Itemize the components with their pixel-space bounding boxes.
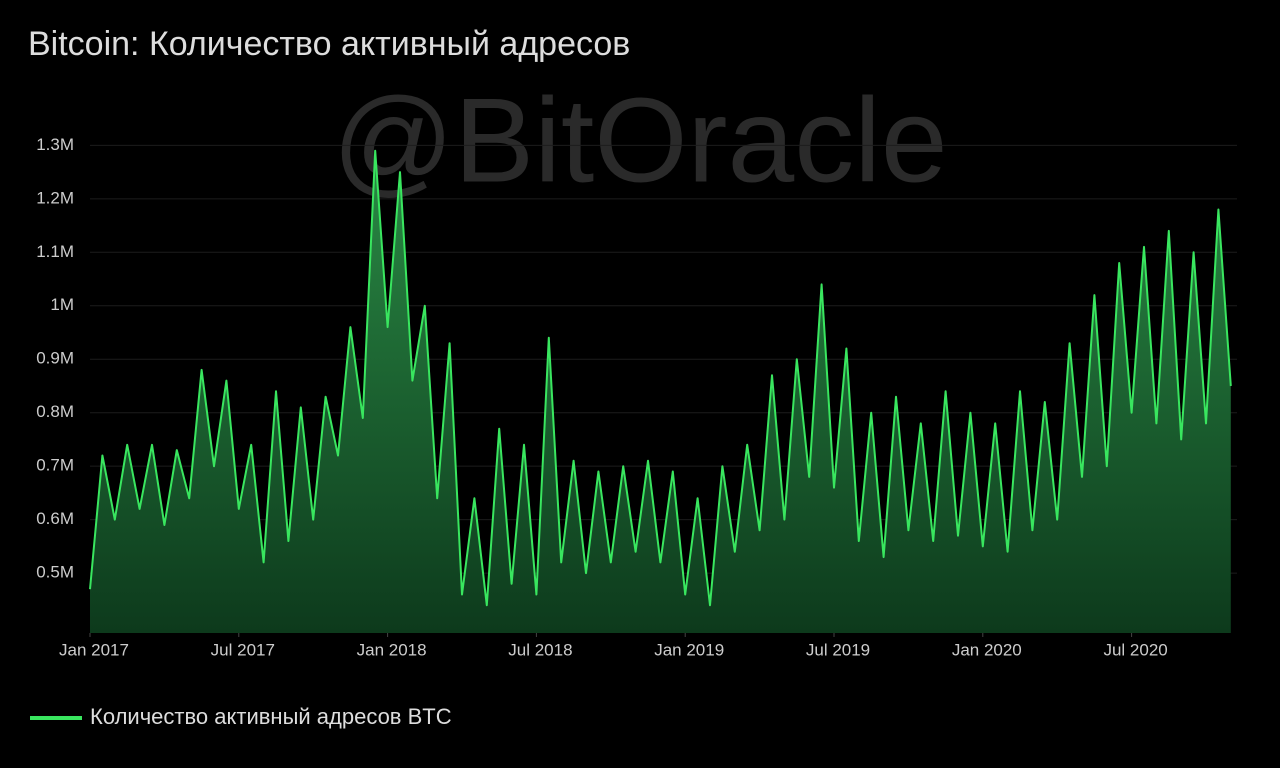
x-tick-label: Jul 2018 (508, 640, 572, 659)
y-tick-label: 1.1M (36, 242, 74, 261)
legend-label: Количество активный адресов BTC (90, 704, 452, 729)
y-tick-label: 0.9M (36, 349, 74, 368)
y-tick-label: 1.2M (36, 188, 74, 207)
y-tick-label: 0.7M (36, 456, 74, 475)
x-tick-label: Jan 2017 (59, 640, 129, 659)
x-tick-label: Jan 2020 (952, 640, 1022, 659)
y-tick-label: 0.6M (36, 509, 74, 528)
line (89, 149, 1232, 607)
x-tick-label: Jan 2018 (357, 640, 427, 659)
watermark: @BitOracle (332, 74, 947, 208)
x-tick-label: Jul 2019 (806, 640, 870, 659)
y-tick-label: 1.3M (36, 135, 74, 154)
y-tick-label: 0.5M (36, 563, 74, 582)
x-tick-label: Jan 2019 (654, 640, 724, 659)
x-tick-label: Jul 2020 (1103, 640, 1167, 659)
y-tick-label: 1M (50, 295, 74, 314)
area (90, 150, 1231, 633)
y-tick-label: 0.8M (36, 402, 74, 421)
x-tick-label: Jul 2017 (211, 640, 275, 659)
chart-title: Bitcoin: Количество активный адресов (28, 25, 630, 63)
